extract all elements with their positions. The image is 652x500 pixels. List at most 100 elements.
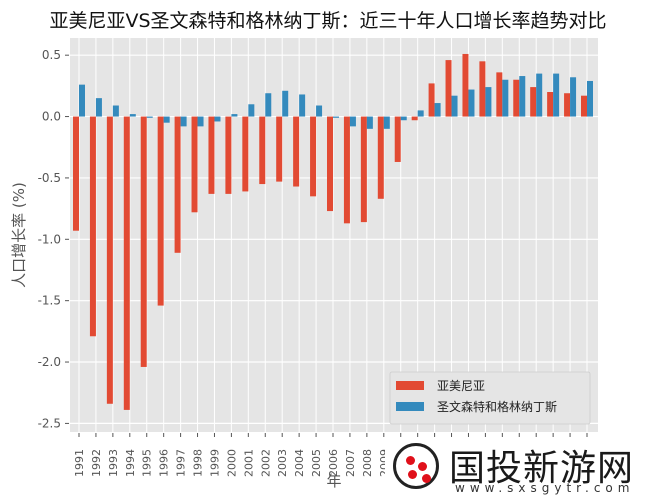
y-tick-label: -0.5 (38, 171, 61, 185)
y-tick-label: 0.0 (42, 110, 61, 124)
watermark: 国投新游网 www.sxsgytr.com (385, 437, 652, 500)
bar-svg-2005 (316, 105, 323, 117)
bar-svg-1991 (79, 84, 85, 117)
bar-svg-2017 (519, 76, 526, 117)
x-tick-label: 2000 (225, 449, 238, 477)
bar-armenia-2020 (564, 93, 571, 117)
bar-armenia-2019 (547, 92, 554, 117)
bar-armenia-2001 (242, 116, 249, 192)
bar-armenia-1994 (123, 116, 130, 410)
x-tick-label: 2001 (242, 449, 255, 477)
bar-svg-2018 (536, 73, 543, 117)
x-tick-label: 1997 (175, 449, 188, 477)
bar-svg-2013 (451, 95, 458, 117)
bar-armenia-2007 (343, 116, 350, 224)
x-axis-label: 年 (326, 472, 341, 490)
bar-svg-2010 (400, 116, 407, 121)
bar-armenia-1998 (191, 116, 198, 213)
bar-svg-1992 (95, 98, 102, 117)
bar-armenia-2014 (462, 53, 469, 117)
y-tick-label: -1.0 (38, 232, 61, 246)
bar-svg-1999 (214, 116, 221, 122)
bar-svg-2006 (333, 116, 339, 118)
y-axis-label: 人口增长率 (%) (10, 182, 28, 288)
x-tick-label: 1998 (192, 449, 205, 477)
bar-armenia-2008 (360, 116, 367, 223)
x-tick-label: 2003 (276, 449, 289, 477)
bar-svg-2008 (366, 116, 373, 129)
x-tick-label: 2005 (310, 449, 323, 477)
bar-armenia-1992 (89, 116, 96, 337)
bar-svg-2001 (248, 104, 255, 117)
bar-svg-2003 (282, 90, 289, 117)
bar-armenia-1991 (73, 116, 79, 231)
x-tick-label: 2002 (259, 449, 272, 477)
bar-armenia-1999 (208, 116, 215, 194)
x-tick-label: 1993 (107, 449, 120, 477)
watermark-ladybug-logo (393, 443, 439, 489)
bar-armenia-2006 (327, 116, 333, 212)
bar-svg-2020 (570, 77, 577, 117)
bar-armenia-2012 (428, 83, 435, 117)
legend-label-armenia: 亚美尼亚 (437, 379, 485, 393)
bar-armenia-1993 (106, 116, 113, 404)
bar-armenia-1997 (174, 116, 181, 253)
y-tick-label: -2.0 (38, 355, 61, 369)
y-tick-label: 0.5 (42, 48, 61, 62)
bar-armenia-2018 (530, 87, 537, 117)
watermark-name: 国投新游网 (449, 448, 635, 489)
y-tick-label: -1.5 (38, 294, 61, 308)
bar-svg-2007 (349, 116, 356, 127)
x-tick-label: 1992 (90, 449, 103, 477)
bar-svg-2011 (417, 110, 424, 117)
chart-title: 亚美尼亚VS圣文森特和格林纳丁斯：近三十年人口增长率趋势对比 (49, 10, 606, 32)
bar-armenia-2015 (479, 61, 486, 117)
bar-svg-2019 (553, 73, 560, 117)
bar-armenia-2013 (445, 60, 452, 117)
legend-box (389, 371, 591, 425)
x-tick-label: 1994 (124, 449, 137, 477)
x-tick-label: 1995 (141, 449, 154, 477)
bar-armenia-2000 (225, 116, 232, 194)
x-tick-label: 2004 (293, 449, 306, 477)
bar-svg-2015 (485, 87, 492, 117)
bar-svg-1994 (129, 114, 136, 117)
y-tick-label: -2.5 (38, 416, 61, 430)
x-tick-label: 1996 (158, 449, 171, 477)
bar-svg-1993 (112, 105, 119, 117)
bar-svg-2009 (383, 116, 390, 129)
x-tick-label: 1991 (73, 449, 86, 477)
bar-armenia-2011 (411, 116, 418, 121)
bar-svg-2021 (587, 80, 593, 117)
bar-armenia-2021 (581, 95, 587, 117)
bar-svg-1995 (146, 116, 153, 118)
bar-armenia-2004 (293, 116, 300, 187)
bars (73, 53, 593, 410)
x-tick-label: 2007 (344, 449, 357, 477)
x-tick-label: 1999 (208, 449, 221, 477)
bar-svg-1996 (163, 116, 170, 123)
bar-armenia-2016 (496, 72, 503, 117)
legend-swatch-armenia (396, 381, 424, 390)
legend-swatch-svg (396, 402, 424, 411)
bar-armenia-2002 (259, 116, 266, 185)
bar-armenia-2009 (377, 116, 384, 199)
bar-armenia-2003 (276, 116, 283, 182)
bar-armenia-2010 (394, 116, 401, 162)
bar-armenia-1996 (157, 116, 164, 306)
bar-armenia-2017 (513, 79, 520, 117)
legend: 亚美尼亚 圣文森特和格林纳丁斯 (389, 371, 591, 425)
x-tick-label: 2006 (327, 449, 340, 477)
bar-svg-2016 (502, 79, 509, 117)
legend-label-svg: 圣文森特和格林纳丁斯 (437, 399, 557, 414)
bar-armenia-2005 (310, 116, 317, 197)
x-tick-label: 2008 (361, 449, 374, 477)
bar-armenia-1995 (140, 116, 147, 367)
y-axis: -2.5 -2.0 -1.5 -1.0 -0.5 0.0 0.5 (38, 48, 69, 430)
bar-svg-1998 (197, 116, 204, 127)
bar-svg-2014 (468, 89, 475, 117)
bar-svg-1997 (180, 116, 187, 127)
bar-svg-2004 (299, 94, 306, 117)
bar-svg-2012 (434, 103, 441, 117)
